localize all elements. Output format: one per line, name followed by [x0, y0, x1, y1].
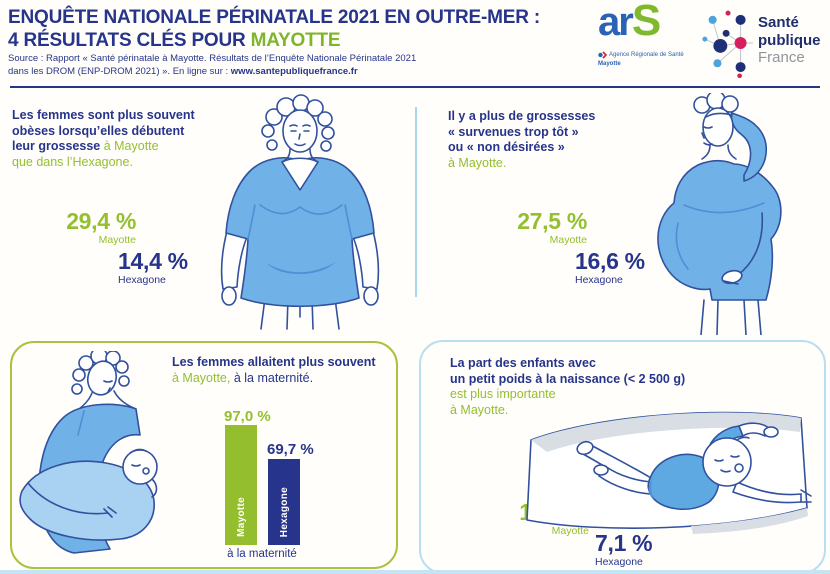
ars-agency-label: Agence Régionale de Santé	[609, 51, 684, 58]
ars-region-label: Mayotte	[598, 61, 621, 67]
illustration-obese-woman	[220, 94, 380, 330]
panel-obesity: Les femmes sont plus souvent obèses lors…	[0, 94, 415, 335]
page-title: ENQUÊTE NATIONALE PÉRINATALE 2021 EN OUT…	[8, 6, 540, 52]
stat-hexagone-pregnancy: 16,6 % Hexagone	[575, 248, 645, 286]
panel-pregnancy: Il y a plus de grossesses « survenues tr…	[415, 93, 830, 335]
illustration-pregnant-woman	[657, 93, 782, 335]
source-link[interactable]: www.santepubliquefrance.fr	[230, 65, 358, 77]
title-line1: ENQUÊTE NATIONALE PÉRINATALE 2021 EN OUT…	[8, 7, 540, 28]
spf-logo-text: Santé publique France	[758, 14, 821, 66]
spf-logo: Santé publique France	[702, 8, 821, 83]
bottom-strip	[0, 570, 830, 574]
bar-value-hexagone: 69,7 %	[267, 441, 314, 458]
source-text: Source : Rapport « Santé périnatale à Ma…	[8, 53, 417, 77]
bar-label-mayotte: Mayotte	[235, 497, 247, 537]
bar-value-mayotte: 97,0 %	[224, 408, 271, 425]
spf-logo-dots-icon	[702, 10, 754, 79]
stat-hexagone-birthweight: 7,1 % Hexagone	[595, 530, 653, 568]
bar-axis-label: à la maternité	[227, 548, 297, 560]
panel-breastfeeding-text: Les femmes allaitent plus souvent à Mayo…	[172, 355, 376, 385]
ars-logo-text: ar	[598, 0, 634, 44]
title-highlight: MAYOTTE	[250, 30, 341, 51]
stat-mayotte-obesity: 29,4 % Mayotte	[66, 208, 136, 246]
panel-breastfeeding: Les femmes allaitent plus souvent à Mayo…	[10, 341, 398, 569]
ars-mark-icon	[598, 51, 607, 59]
illustration-breastfeeding-mother	[19, 351, 158, 554]
panel-pregnancy-text: Il y a plus de grossesses « survenues tr…	[448, 109, 596, 170]
bar-label-hexagone: Hexagone	[278, 486, 290, 537]
panel-obesity-text: Les femmes sont plus souvent obèses lors…	[12, 108, 195, 169]
panel-birthweight: La part des enfants avec un petit poids …	[419, 340, 826, 574]
panel-birthweight-text: La part des enfants avec un petit poids …	[450, 356, 686, 417]
stat-hexagone-obesity: 14,4 % Hexagone	[118, 248, 188, 286]
top-panels-divider	[415, 107, 417, 297]
bar-hexagone: Hexagone	[268, 459, 300, 545]
illustration-newborn-baby	[526, 411, 812, 534]
title-line2: 4 RÉSULTATS CLÉS POUR MAYOTTE	[8, 30, 341, 51]
ars-logo: arS Agence Régionale de Santé Mayotte	[598, 0, 684, 67]
bar-mayotte: Mayotte	[225, 425, 257, 545]
header-divider	[10, 86, 820, 88]
stat-mayotte-pregnancy: 27,5 % Mayotte	[517, 208, 587, 246]
